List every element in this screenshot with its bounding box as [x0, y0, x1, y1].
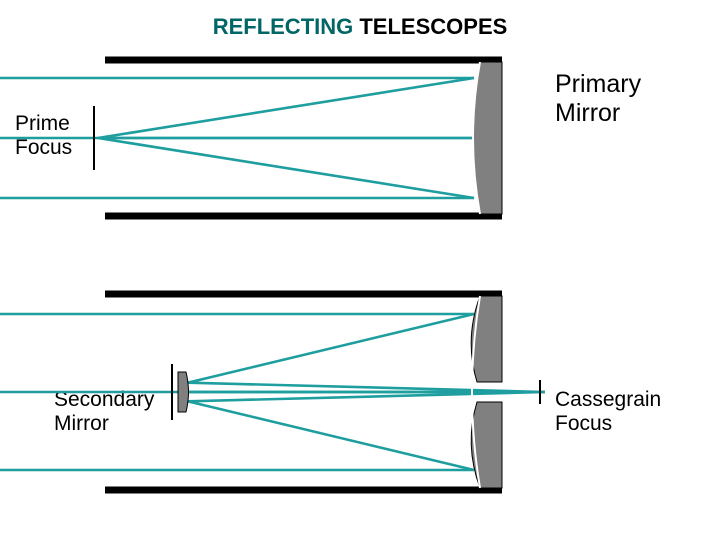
telescope-diagrams	[0, 0, 720, 540]
